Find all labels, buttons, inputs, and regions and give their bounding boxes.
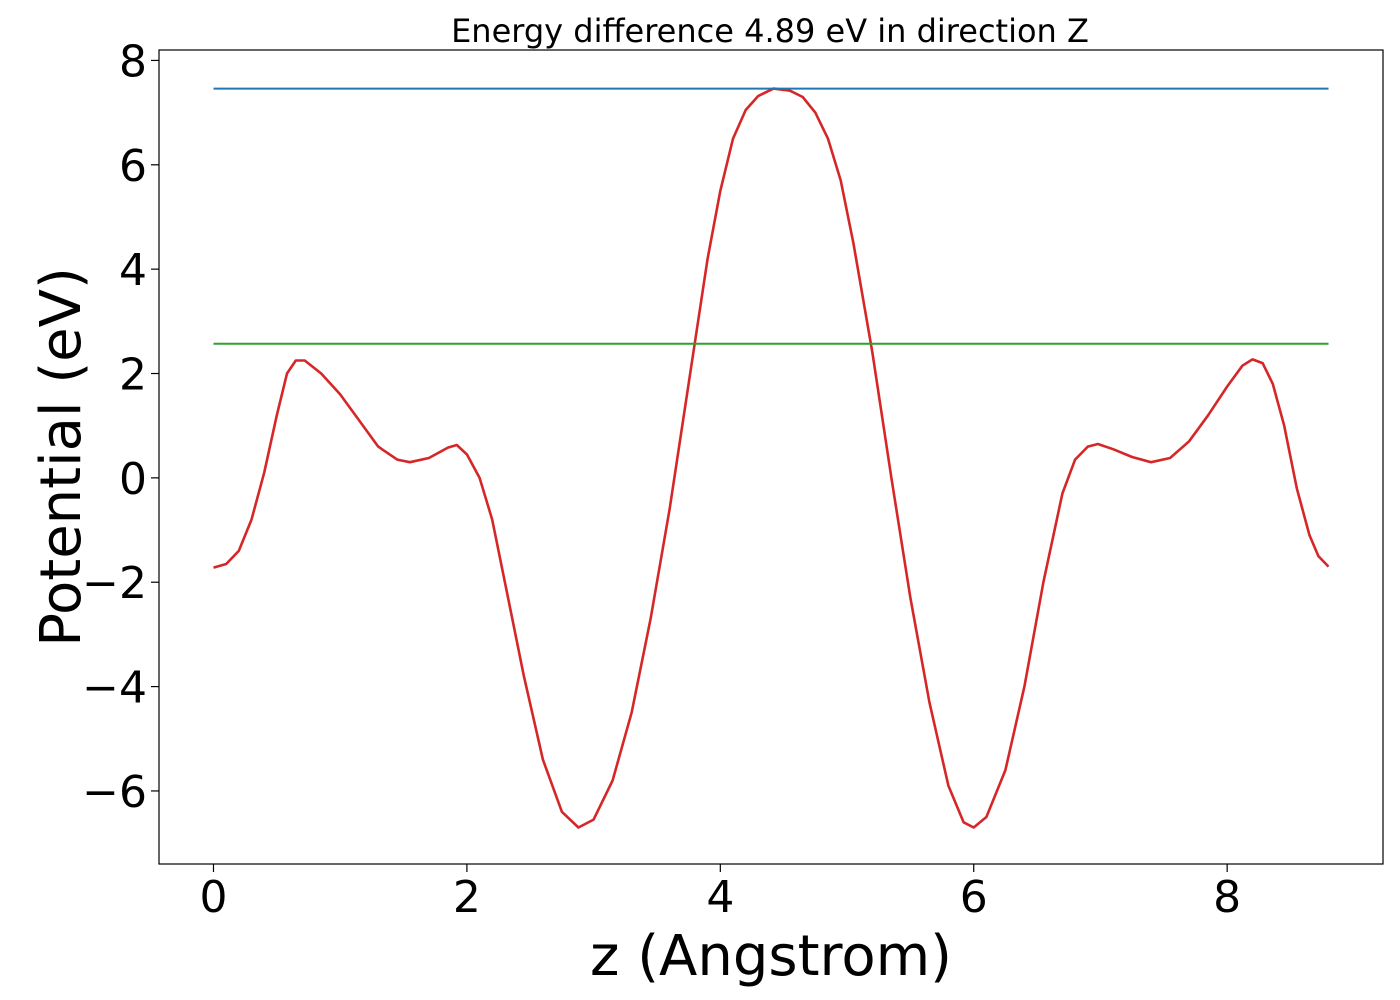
potential-curve <box>213 87 1330 829</box>
x-tick-label: 4 <box>706 872 734 923</box>
x-tick-label: 8 <box>1213 872 1241 923</box>
x-axis-ticks: 0 2 4 6 8 <box>199 864 1241 923</box>
y-axis-label: Potential (eV) <box>29 267 94 647</box>
x-axis-label: z (Angstrom) <box>590 924 952 989</box>
y-tick-label: −6 <box>82 767 147 818</box>
y-tick-label: 0 <box>119 454 147 505</box>
y-tick-label: −2 <box>82 558 147 609</box>
y-axis-ticks: −6 −4 −2 0 2 4 6 8 <box>82 36 159 818</box>
plot-frame <box>158 49 1384 865</box>
y-tick-label: 4 <box>119 245 147 296</box>
y-tick-label: −4 <box>82 663 147 714</box>
x-tick-label: 6 <box>960 872 988 923</box>
x-tick-label: 0 <box>199 872 227 923</box>
y-tick-label: 6 <box>119 141 147 192</box>
x-tick-label: 2 <box>453 872 481 923</box>
plot-area <box>213 87 1330 829</box>
y-tick-label: 8 <box>119 36 147 87</box>
chart-title: Energy difference 4.89 eV in direction Z <box>451 12 1089 50</box>
y-tick-label: 2 <box>119 350 147 401</box>
